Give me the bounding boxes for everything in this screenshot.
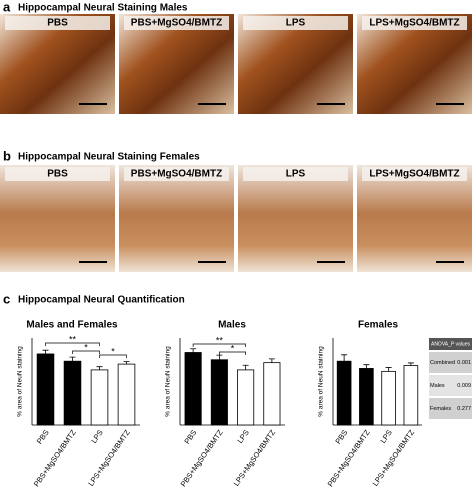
error-bar <box>42 349 49 354</box>
panel-label: b <box>3 148 11 163</box>
significance-label: ** <box>216 335 224 345</box>
error-bar <box>268 358 275 363</box>
chart-title: Males and Females <box>26 320 118 331</box>
bar <box>63 360 82 426</box>
panel-label: a <box>3 0 11 14</box>
label-bg <box>243 16 348 30</box>
significance-bracket <box>45 342 100 346</box>
error-bar <box>385 367 392 372</box>
x-tick-label: LPS <box>89 428 105 445</box>
table-cell: 0.009 <box>457 383 471 389</box>
micrograph <box>357 165 472 272</box>
label-bg <box>124 167 229 181</box>
label-bg <box>124 16 229 30</box>
x-tick-label: PBS <box>333 428 349 445</box>
error-bar <box>341 354 348 362</box>
image-label: LPS+MgSO4/BMTZ <box>369 18 459 29</box>
chart-title: Females <box>358 320 398 331</box>
label-bg <box>362 167 467 181</box>
table-row-bg <box>429 398 472 419</box>
bar <box>210 359 228 426</box>
table-header: ANOVA_P values <box>431 341 471 347</box>
significance-bracket <box>219 351 246 355</box>
image-label: PBS <box>47 18 68 29</box>
micrograph <box>119 14 234 114</box>
x-tick-label: LPS <box>378 428 394 445</box>
x-tick-label: LPS <box>235 428 251 445</box>
micrograph <box>357 14 472 114</box>
y-axis-label: % area of NeuN staining <box>318 346 325 417</box>
significance-bracket <box>192 343 246 347</box>
label-bg <box>5 167 110 181</box>
image-label: LPS <box>286 169 306 180</box>
table-header-bg <box>429 338 472 350</box>
bar <box>117 363 136 426</box>
bar <box>381 370 396 426</box>
table-cell: Males <box>430 383 445 389</box>
y-axis-label: % area of NeuN staining <box>165 346 172 417</box>
error-bar <box>96 366 103 370</box>
table-cell: Females <box>430 406 451 412</box>
y-axis-label: % area of NeuN staining <box>17 346 24 417</box>
bar <box>184 352 202 426</box>
error-bar <box>363 364 370 369</box>
image-label: PBS+MgSO4/BMTZ <box>131 169 222 180</box>
image-label: LPS <box>286 18 306 29</box>
image-label: LPS+MgSO4/BMTZ <box>369 169 459 180</box>
x-tick-label: LPS+MgSO4/BMTZ <box>371 428 417 488</box>
x-tick-label: PBS <box>35 428 51 445</box>
bar <box>237 369 255 426</box>
table-row-bg <box>429 352 472 373</box>
micrograph <box>238 165 353 272</box>
image-label: PBS+MgSO4/BMTZ <box>131 18 222 29</box>
bar <box>36 353 55 426</box>
error-bar <box>242 364 249 370</box>
table-row-bg <box>429 375 472 396</box>
significance-label: * <box>84 342 88 352</box>
error-bar <box>216 354 223 360</box>
bar <box>90 369 109 426</box>
significance-bracket <box>72 350 100 354</box>
error-bar <box>407 362 414 366</box>
label-bg <box>5 16 110 30</box>
panel-title: Hippocampal Neural Staining Females <box>18 152 200 163</box>
error-bar <box>190 348 197 353</box>
bar <box>359 368 374 426</box>
bar <box>336 360 352 426</box>
significance-label: ** <box>69 334 77 344</box>
panel-label: c <box>3 291 10 306</box>
error-bar <box>123 361 130 365</box>
micrograph <box>238 14 353 114</box>
micrograph <box>0 165 115 272</box>
chart-title: Males <box>218 320 246 331</box>
significance-label: * <box>231 343 235 353</box>
panel-title: Hippocampal Neural Quantification <box>18 295 185 306</box>
label-bg <box>243 167 348 181</box>
error-bar <box>69 356 76 362</box>
table-cell: 0.001 <box>457 360 471 366</box>
bar <box>263 362 281 426</box>
significance-label: * <box>111 346 115 356</box>
table-cell: 0.277 <box>457 406 471 412</box>
micrograph <box>0 14 115 114</box>
significance-bracket <box>99 354 127 358</box>
image-label: PBS <box>47 169 68 180</box>
x-tick-label: PBS+MgSO4/BMTZ <box>326 428 372 489</box>
label-bg <box>362 16 467 30</box>
table-cell: Combined <box>430 360 455 366</box>
bar <box>403 365 419 426</box>
x-tick-label: PBS <box>182 428 198 445</box>
panel-title: Hippocampal Neural Staining Males <box>18 3 188 14</box>
micrograph <box>119 165 234 272</box>
